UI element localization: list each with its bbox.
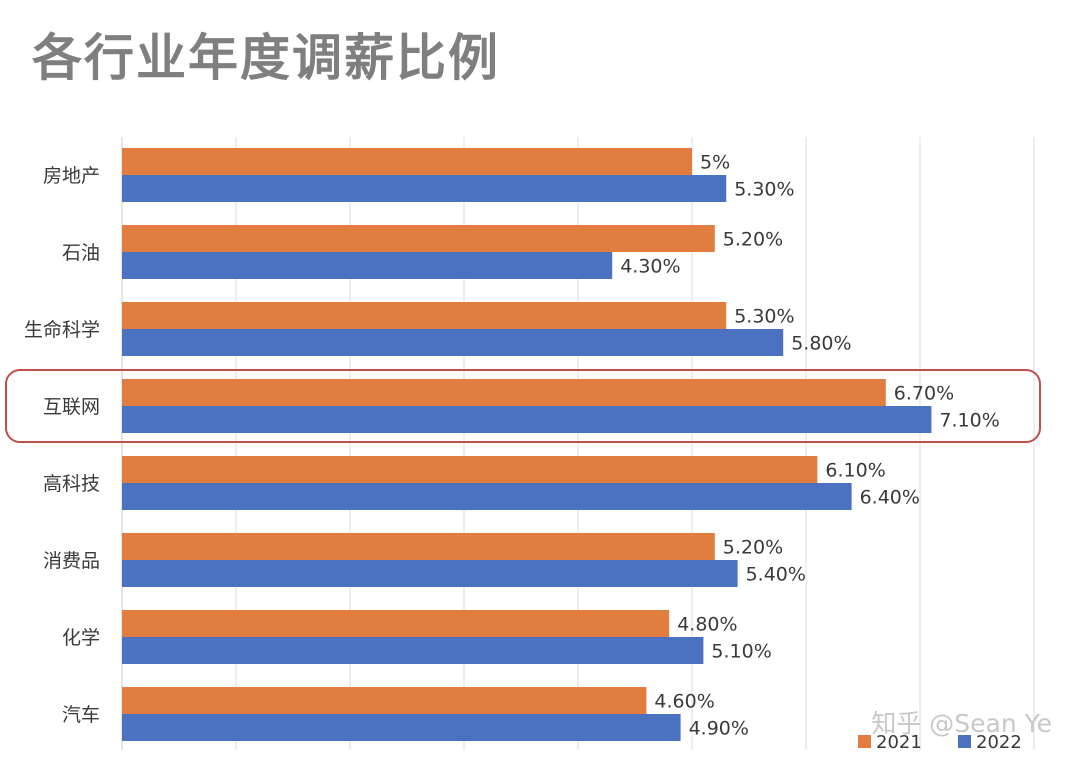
category-label: 汽车 (62, 704, 100, 726)
category-label: 消费品 (43, 550, 100, 572)
data-label-2022: 5.80% (791, 333, 851, 355)
data-label-2021: 5.20% (723, 537, 783, 559)
data-label-2022: 5.30% (734, 179, 794, 201)
bar-2022 (122, 714, 681, 741)
data-label-2021: 5.20% (723, 229, 783, 251)
data-label-2021: 4.60% (654, 691, 714, 713)
bar-2021 (122, 148, 692, 175)
value-labels: 5%5.30%5.20%4.30%5.30%5.80%6.70%7.10%6.1… (620, 152, 1000, 740)
highlight-box (5, 369, 1041, 443)
legend-label-2022: 2022 (976, 732, 1022, 753)
legend-swatch-2022 (958, 735, 971, 748)
bar-2022 (122, 329, 784, 356)
legend: 2021 2022 (858, 732, 1022, 753)
category-label: 生命科学 (24, 319, 100, 341)
bar-2021 (122, 533, 715, 560)
category-label: 高科技 (43, 473, 100, 495)
data-label-2022: 6.40% (860, 487, 920, 509)
bar-2022 (122, 483, 852, 510)
bar-2022 (122, 252, 613, 279)
data-label-2022: 4.90% (689, 718, 749, 740)
bar-2021 (122, 225, 715, 252)
data-label-2022: 7.10% (939, 410, 999, 432)
category-label: 房地产 (43, 165, 100, 187)
chart-title: 各行业年度调薪比例 (32, 29, 500, 87)
bar-2021 (122, 610, 670, 637)
legend-swatch-2021 (858, 735, 871, 748)
data-label-2021: 5% (700, 152, 730, 174)
bar-2022 (122, 175, 727, 202)
category-label: 化学 (62, 627, 100, 649)
data-label-2021: 4.80% (677, 614, 737, 636)
data-label-2021: 5.30% (734, 306, 794, 328)
data-label-2021: 6.10% (825, 460, 885, 482)
data-label-2022: 5.40% (746, 564, 806, 586)
bar-2021 (122, 379, 886, 406)
data-label-2022: 5.10% (711, 641, 771, 663)
bar-2022 (122, 560, 738, 587)
bars (122, 148, 932, 741)
watermark: 知乎 @Sean Ye (871, 709, 1052, 738)
bar-2021 (122, 456, 818, 483)
bar-2021 (122, 687, 647, 714)
data-label-2021: 6.70% (894, 383, 954, 405)
legend-label-2021: 2021 (876, 732, 922, 753)
bar-2022 (122, 406, 932, 433)
bar-2022 (122, 637, 704, 664)
bar-2021 (122, 302, 727, 329)
category-label: 石油 (62, 242, 100, 264)
category-label: 互联网 (43, 396, 100, 418)
data-label-2022: 4.30% (620, 256, 680, 278)
